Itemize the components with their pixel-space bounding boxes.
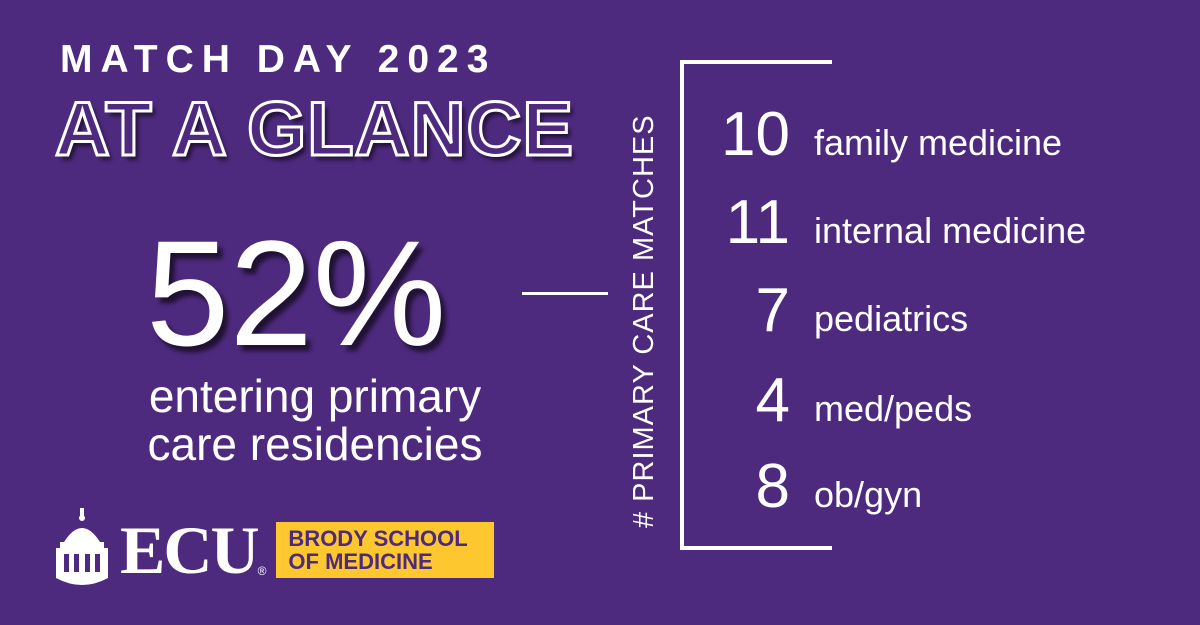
school-line-2: OF MEDICINE — [288, 549, 433, 574]
match-row-med-peds: 4 med/peds — [700, 366, 973, 435]
match-count: 4 — [755, 366, 790, 435]
bracket-bottom — [680, 546, 832, 550]
bracket-vertical — [680, 60, 684, 550]
connector-dash — [522, 292, 608, 295]
match-count: 8 — [755, 452, 790, 521]
primary-care-matches-label: # PRIMARY CARE MATCHES — [628, 114, 660, 528]
percent-caption: entering primary care residencies — [60, 372, 570, 468]
caption-line-2: care residencies — [147, 418, 483, 470]
registered-mark: ® — [257, 564, 267, 578]
match-specialty: med/peds — [814, 388, 973, 429]
brody-school-badge: BRODY SCHOOL OF MEDICINE — [276, 522, 495, 578]
match-row-family-medicine: 10 family medicine — [700, 104, 1062, 166]
match-count: 10 — [721, 100, 790, 169]
caption-line-1: entering primary — [148, 370, 482, 422]
at-a-glance-headline: AT A GLANCE — [53, 87, 575, 172]
match-count: 11 — [725, 188, 790, 257]
match-row-internal-medicine: 11 internal medicine — [700, 188, 1087, 257]
match-day-title: MATCH DAY 2023 — [60, 38, 497, 81]
match-specialty: internal medicine — [814, 210, 1087, 251]
cupola-icon — [50, 507, 114, 593]
match-specialty: pediatrics — [814, 298, 969, 339]
match-row-ob-gyn: 8 ob/gyn — [700, 452, 923, 521]
school-line-1: BRODY SCHOOL — [288, 526, 468, 551]
match-specialty: ob/gyn — [814, 474, 923, 515]
ecu-brody-logo: ECU ® BRODY SCHOOL OF MEDICINE — [50, 507, 495, 593]
match-count: 7 — [755, 276, 790, 345]
bracket-top — [680, 60, 832, 64]
match-row-pediatrics: 7 pediatrics — [700, 276, 969, 345]
primary-care-percent: 52% — [146, 209, 447, 377]
match-specialty: family medicine — [814, 122, 1063, 163]
ecu-wordmark: ECU — [120, 512, 260, 588]
